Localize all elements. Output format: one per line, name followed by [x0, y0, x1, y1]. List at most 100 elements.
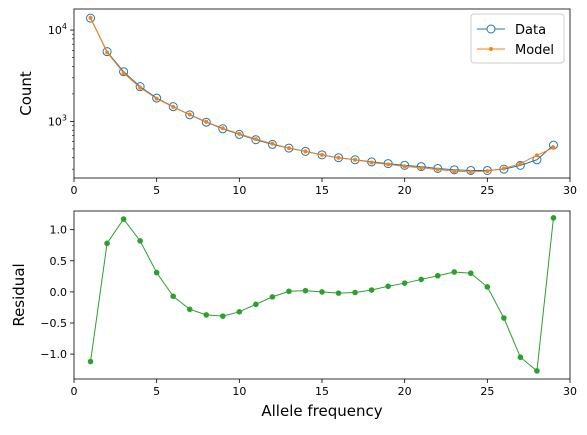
model-point [534, 153, 539, 158]
model-point [303, 149, 308, 154]
residual-point [468, 270, 474, 277]
legend-label: Model [515, 43, 554, 58]
legend-marker [489, 47, 493, 51]
y-tick-label: −0.5 [40, 317, 67, 330]
model-point [154, 96, 159, 101]
residual-point [368, 287, 375, 293]
data-point [416, 162, 426, 172]
residual-point [319, 289, 325, 295]
model-point [187, 112, 192, 117]
data-point [218, 124, 228, 134]
x-tick-label: 5 [153, 385, 160, 398]
data-point [300, 146, 310, 156]
residual-point [269, 294, 276, 300]
residual-point [253, 301, 259, 308]
residual-point [451, 269, 458, 275]
y-tick-exponent: 3 [62, 113, 67, 122]
data-point [119, 67, 129, 77]
residual-point [302, 287, 309, 294]
residual-point [137, 238, 143, 244]
model-point [237, 131, 242, 136]
residual-point [153, 269, 160, 276]
model-point [485, 169, 490, 174]
y-axis-label: Count [17, 71, 35, 116]
y-tick-label: 103 [48, 113, 67, 128]
legend: Data Model [470, 13, 565, 64]
model-point [336, 155, 341, 160]
x-tick-label: 20 [398, 385, 412, 398]
residual-point [385, 283, 391, 290]
residual-point [87, 358, 94, 365]
y-tick-label: −1.0 [40, 348, 67, 361]
model-point [419, 165, 424, 170]
model-point [171, 104, 176, 109]
residual-point [220, 313, 226, 319]
model-point [353, 157, 358, 162]
residual-point [170, 293, 176, 300]
data-point [449, 165, 459, 175]
y-tick-label: 0.5 [50, 255, 68, 268]
model-point [253, 137, 258, 142]
x-tick-label: 5 [153, 184, 160, 197]
data-point [466, 165, 476, 175]
x-tick-label: 25 [480, 385, 494, 398]
plot-frame [73, 210, 571, 380]
model-point [452, 169, 457, 174]
model-point [138, 85, 143, 90]
x-tick-label: 10 [232, 184, 246, 197]
model-point [468, 169, 473, 174]
residual-point [434, 272, 441, 279]
model-point [551, 145, 556, 150]
model-point [88, 15, 93, 20]
residual-point [120, 216, 127, 222]
residual-point [186, 306, 193, 313]
data-point [135, 82, 145, 92]
y-tick-base: 10 [48, 115, 62, 128]
residual-point [352, 289, 358, 296]
data-point [168, 102, 178, 112]
residual-point [501, 315, 507, 321]
model-point [270, 141, 275, 146]
legend-label: Data [515, 23, 546, 38]
data-point [201, 117, 211, 127]
data-point [317, 150, 327, 160]
model-point [402, 164, 407, 169]
data-point [86, 13, 96, 23]
x-tick-label: 30 [563, 184, 577, 197]
data-point [234, 129, 244, 139]
y-tick-exponent: 4 [62, 22, 67, 31]
plot-frame [73, 8, 571, 179]
model-point [435, 167, 440, 172]
residual-point [401, 280, 408, 286]
x-tick-label: 25 [480, 184, 494, 197]
legend-marker [486, 24, 496, 34]
x-tick-label: 0 [71, 184, 78, 197]
model-point [105, 50, 110, 55]
model-point [121, 71, 126, 76]
data-point [515, 160, 525, 170]
x-tick-label: 0 [71, 385, 78, 398]
data-point [185, 110, 195, 120]
data-point [433, 163, 443, 173]
residual-point [286, 288, 292, 295]
residual-point [203, 312, 210, 318]
y-tick-label: 1.0 [50, 224, 68, 237]
residual-point [418, 276, 425, 283]
model-point [369, 160, 374, 165]
residual-point [550, 215, 557, 221]
model-point [220, 126, 225, 131]
y-axis-label: Residual [10, 263, 28, 326]
y-tick-base: 10 [48, 24, 62, 37]
data-point [152, 93, 162, 103]
x-tick-label: 10 [232, 385, 246, 398]
residual-point [534, 368, 540, 374]
model-point [320, 152, 324, 157]
model-point [501, 166, 506, 171]
x-tick-label: 20 [398, 184, 412, 197]
x-tick-label: 30 [563, 385, 577, 398]
x-tick-label: 15 [315, 385, 329, 398]
y-tick-label: 104 [48, 22, 67, 37]
model-point [286, 146, 291, 151]
